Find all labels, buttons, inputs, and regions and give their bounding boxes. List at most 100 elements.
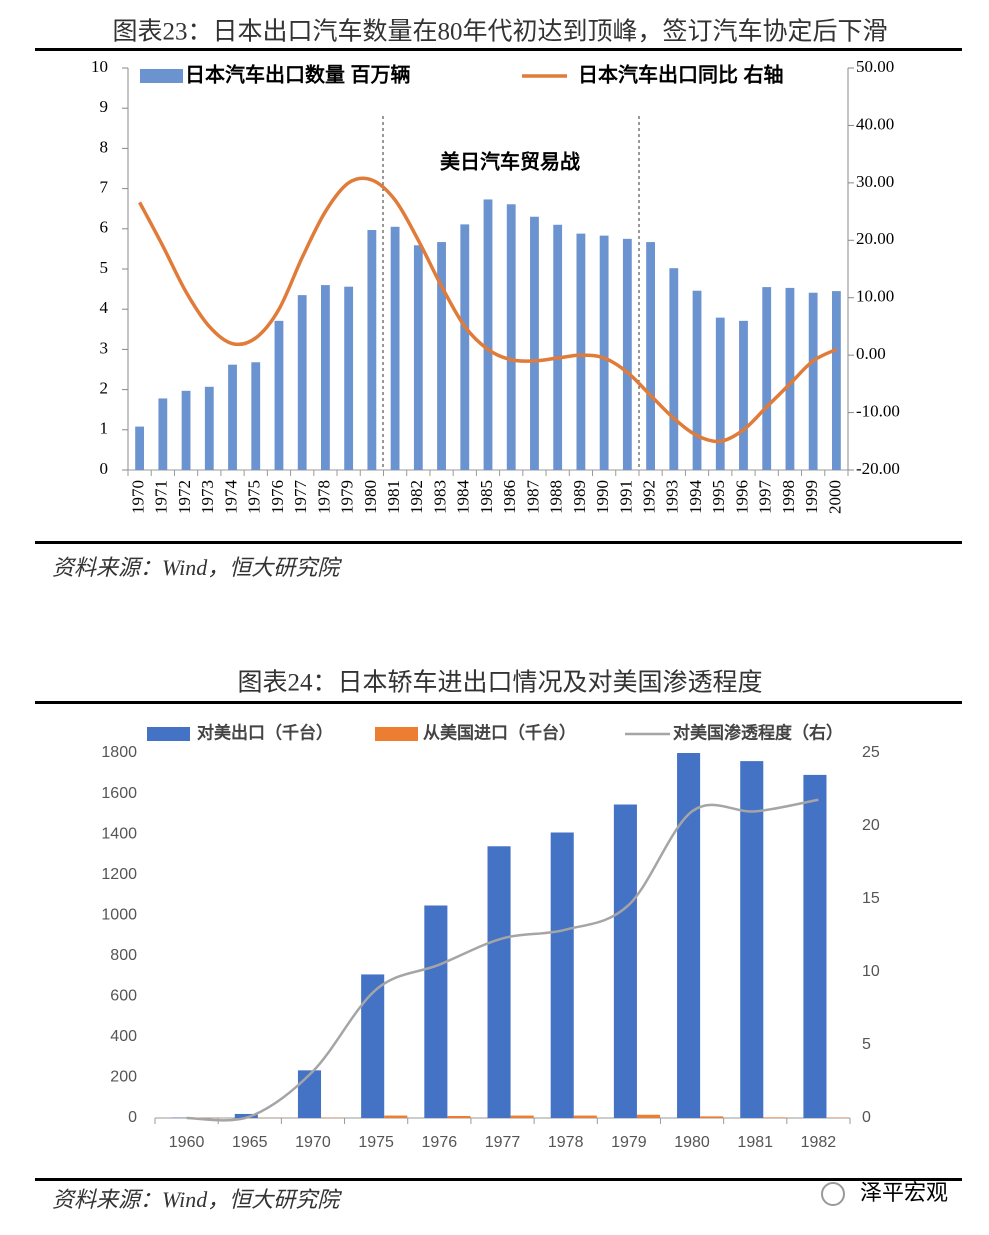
- watermark: 泽平宏观: [860, 1181, 948, 1206]
- y2-tick-label: 0.00: [856, 344, 886, 363]
- legend-label: 日本汽车出口同比 右轴: [578, 62, 784, 86]
- x-tick-label: 1991: [616, 480, 635, 514]
- legend-swatch: [375, 727, 418, 741]
- legend-label: 日本汽车出口数量 百万辆: [185, 62, 411, 86]
- y-tick-label: 800: [110, 947, 137, 964]
- legend-swatch: [140, 69, 183, 83]
- y-tick-label: 4: [100, 298, 109, 317]
- source: 资料来源：Wind，恒大研究院: [52, 1187, 342, 1212]
- rule: [35, 48, 962, 51]
- x-tick-label: 1971: [152, 480, 171, 514]
- y2-tick-label: 10.00: [856, 287, 894, 306]
- x-tick-label: 1974: [221, 480, 240, 515]
- y2-tick-label: 30.00: [856, 172, 894, 191]
- x-tick-label: 1997: [756, 480, 775, 515]
- x-tick-label: 1995: [709, 480, 728, 514]
- legend-swatch: [147, 727, 190, 741]
- x-tick-label: 1983: [430, 480, 449, 514]
- y-tick-label: 6: [100, 218, 109, 237]
- rule: [35, 701, 962, 704]
- bar: [135, 426, 145, 470]
- bar: [599, 235, 609, 470]
- x-tick-label: 1984: [454, 480, 473, 515]
- x-tick-label: 1982: [801, 1134, 837, 1151]
- bar: [204, 386, 214, 470]
- bar: [530, 216, 539, 470]
- bar: [715, 317, 725, 470]
- bar: [274, 320, 284, 470]
- bar: [460, 224, 470, 470]
- y-tick-label: 8: [100, 137, 109, 156]
- y2-tick-label: 40.00: [856, 114, 894, 133]
- x-tick-label: 1987: [523, 480, 542, 515]
- y2-tick-label: 0: [862, 1109, 871, 1126]
- bar: [553, 224, 563, 470]
- bar: [646, 242, 655, 470]
- y-tick-label: 9: [100, 97, 109, 116]
- x-tick-label: 1973: [198, 480, 217, 514]
- x-tick-label: 1976: [268, 480, 287, 514]
- x-tick-label: 1977: [291, 480, 310, 515]
- bar: [251, 362, 261, 470]
- bar: [740, 761, 764, 1118]
- x-tick-label: 1986: [500, 480, 519, 514]
- bar: [762, 287, 772, 470]
- line: [186, 798, 819, 1122]
- line: [138, 176, 838, 444]
- y2-tick-label: 20: [862, 817, 880, 834]
- x-tick-label: 1977: [485, 1134, 521, 1151]
- legend-label: 从美国进口（千台）: [423, 722, 576, 742]
- x-tick-label: 1981: [384, 480, 403, 514]
- x-tick-label: 1985: [477, 480, 496, 514]
- x-tick-label: 1981: [737, 1134, 773, 1151]
- y-tick-label: 1800: [101, 744, 137, 761]
- x-tick-label: 1975: [245, 480, 264, 514]
- y-tick-label: 0: [128, 1109, 137, 1126]
- x-tick-label: 1976: [422, 1134, 458, 1151]
- y2-tick-label: -20.00: [856, 459, 900, 478]
- x-tick-label: 1980: [674, 1134, 710, 1151]
- bar: [573, 1115, 597, 1118]
- bar: [424, 905, 448, 1118]
- y-tick-label: 1: [100, 419, 109, 438]
- bar: [677, 753, 701, 1118]
- x-tick-label: 1975: [358, 1134, 394, 1151]
- y2-tick-label: 20.00: [856, 229, 894, 248]
- x-tick-label: 1979: [338, 480, 357, 514]
- y-tick-label: 7: [100, 178, 109, 197]
- bar: [321, 285, 330, 470]
- x-tick-label: 1999: [802, 480, 821, 514]
- x-tick-label: 1980: [361, 480, 380, 514]
- bar: [808, 292, 818, 470]
- bar: [181, 390, 191, 470]
- bar: [447, 1115, 471, 1118]
- bar: [739, 320, 748, 470]
- bar: [361, 974, 385, 1118]
- bar: [344, 286, 354, 470]
- x-tick-label: 1979: [611, 1134, 647, 1151]
- bar: [831, 291, 841, 470]
- y-tick-label: 0: [100, 459, 109, 478]
- x-tick-label: 1998: [779, 480, 798, 514]
- bar: [437, 242, 446, 470]
- legend-label: 对美国渗透程度（右）: [673, 722, 843, 742]
- bar: [692, 290, 702, 470]
- y2-tick-label: 50.00: [856, 57, 894, 76]
- bar: [803, 774, 827, 1118]
- bar: [510, 1115, 534, 1118]
- y2-tick-label: 25: [862, 744, 880, 761]
- bar: [297, 1070, 322, 1118]
- y-tick-label: 5: [100, 258, 109, 277]
- x-tick-label: 1965: [232, 1134, 268, 1151]
- source: 资料来源：Wind，恒大研究院: [52, 555, 342, 580]
- x-tick-label: 1988: [547, 480, 566, 514]
- bar: [384, 1115, 408, 1118]
- x-tick-label: 1996: [732, 480, 751, 514]
- x-tick-label: 2000: [825, 480, 844, 514]
- x-tick-label: 1970: [295, 1134, 331, 1151]
- bar: [297, 295, 307, 470]
- bar: [506, 204, 516, 470]
- x-tick-label: 1992: [639, 480, 658, 514]
- bar: [785, 287, 795, 470]
- y2-tick-label: 5: [862, 1036, 871, 1053]
